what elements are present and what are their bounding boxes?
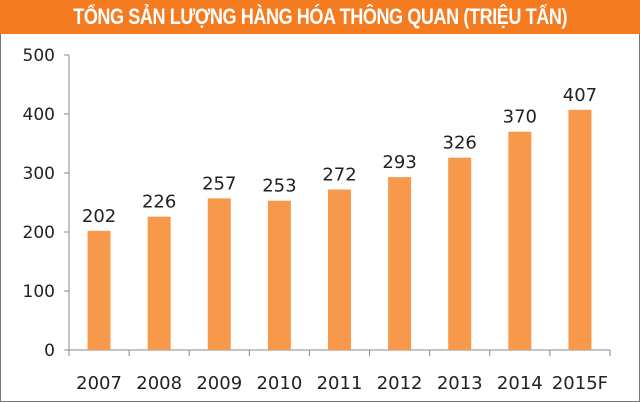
data-label: 370: [503, 107, 537, 128]
data-label: 253: [262, 176, 296, 197]
x-tick-label: 2015F: [552, 373, 608, 394]
bar-2015F: [568, 109, 592, 351]
bar-2012: [388, 177, 412, 350]
y-tick-label: 500: [23, 46, 55, 66]
data-label: 326: [443, 133, 477, 154]
data-label: 407: [563, 85, 597, 106]
bar-2013: [448, 157, 472, 350]
data-label: 272: [322, 165, 356, 186]
bar-2011: [328, 189, 351, 350]
bar-2008: [147, 216, 171, 350]
x-tick-label: 2009: [196, 373, 242, 394]
x-tick-label: 2008: [136, 373, 182, 394]
y-tick-label: 300: [23, 164, 55, 184]
chart-title-banner: TỔNG SẢN LƯỢNG HÀNG HÓA THÔNG QUAN (TRIỆ…: [0, 0, 640, 34]
data-label: 257: [202, 173, 236, 194]
y-tick-label: 100: [23, 282, 55, 302]
x-tick-label: 2014: [497, 373, 543, 394]
y-tick-label: 0: [44, 341, 55, 361]
x-tick-label: 2013: [437, 373, 483, 394]
bar-2010: [267, 200, 291, 350]
bar-2014: [508, 131, 532, 350]
x-tick-label: 2011: [317, 373, 363, 394]
data-label: 226: [142, 192, 176, 213]
x-tick-label: 2010: [256, 373, 302, 394]
bar-2007: [87, 230, 111, 350]
y-tick-label: 200: [23, 223, 55, 243]
x-tick-label: 2012: [377, 373, 423, 394]
chart-title: TỔNG SẢN LƯỢNG HÀNG HÓA THÔNG QUAN (TRIỆ…: [73, 4, 567, 29]
x-tick-label: 2007: [76, 373, 122, 394]
bar-2009: [207, 198, 231, 350]
y-tick-label: 400: [23, 105, 55, 125]
data-label: 202: [82, 206, 116, 227]
data-label: 293: [382, 152, 416, 173]
